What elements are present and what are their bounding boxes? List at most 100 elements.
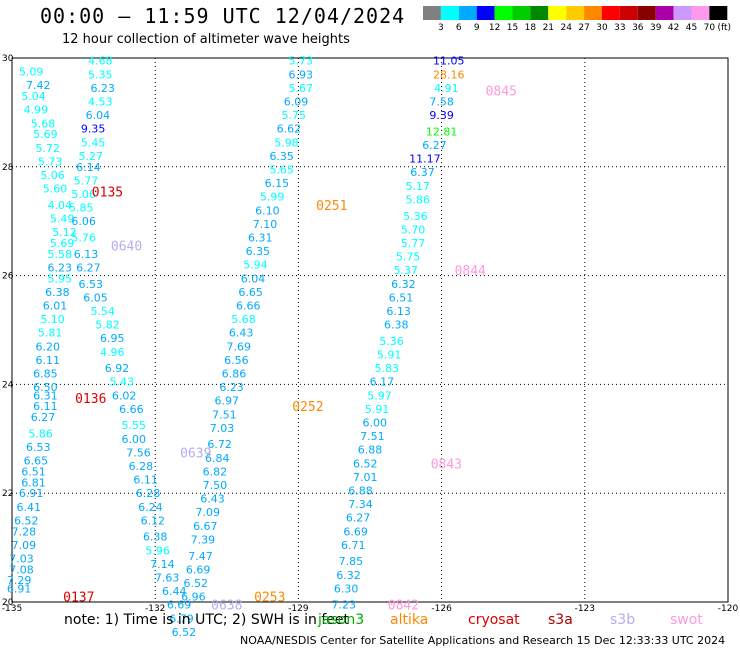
wave-height-point: 6.53 [79,278,104,291]
colorbar-swatch [655,6,674,20]
pass-time-label: 0136 [75,392,106,407]
wave-height-point: 6.06 [71,215,96,228]
pass-time-label: 0252 [292,400,323,415]
wave-height-point: 6.88 [348,484,373,497]
wave-height-point: 6.32 [336,569,361,582]
wave-height-point: 6.31 [33,389,58,402]
wave-height-point: 5.68 [31,117,56,130]
wave-height-point: 6.43 [200,493,225,506]
wave-height-point: 4.91 [434,82,459,95]
colorbar-tick-label: 12 [489,23,500,33]
plot-frame [11,57,729,603]
wave-height-point: 5.77 [401,237,426,250]
wave-height-point: 5.37 [394,264,419,277]
colorbar-tick-label: 45 [686,23,697,33]
wave-height-point: 5.68 [231,313,256,326]
wave-height-point: 6.88 [358,444,383,457]
pass-time-label: 0842 [388,599,419,614]
wave-height-point: 6.31 [248,232,273,245]
wave-height-point: 5.09 [19,66,44,79]
wave-height-point: 6.81 [21,476,46,489]
colorbar-tick-label: 24 [560,23,572,33]
wave-height-point: 4.99 [24,104,49,117]
chart-subtitle: 12 hour collection of altimeter wave hei… [62,32,350,47]
grid-lines [12,58,728,602]
wave-height-point: 6.43 [229,327,254,340]
wave-height-point: 6.65 [238,286,263,299]
colorbar-swatch [602,6,620,20]
satellite-legend: jason3 altika cryosat s3a s3b swot [0,612,740,630]
wave-height-point: 6.44 [162,585,187,598]
wave-height-point: 5.70 [401,223,426,236]
wave-height-point: 6.05 [83,291,108,304]
wave-height-point: 6.66 [119,403,144,416]
wave-height-point: 6.72 [207,438,232,451]
legend-cryosat: cryosat [468,612,520,628]
wave-height-point: 7.08 [9,563,34,576]
axes: -135 -132 -129 -126 -123 -120 20 22 24 26 28 30 [2,54,739,614]
wave-height-point: 5.96 [145,544,170,557]
wave-height-point: 6.92 [105,362,130,375]
wave-height-point: 6.13 [74,248,99,261]
colorbar-swatch [584,6,602,20]
track-track2: 4.685.356.234.536.049.355.455.276.145.77… [69,55,196,639]
wave-height-point: 7.56 [126,446,151,459]
colorbar-tick-label: 33 [614,23,625,33]
wave-height-point: 6.12 [141,514,166,527]
legend-s3b: s3b [610,612,636,628]
wave-height-point: 6.00 [121,433,146,446]
wave-height-point: 6.27 [346,512,371,525]
wave-height-point: 7.58 [429,96,454,109]
wave-height-tracks: 5.097.425.044.995.685.695.725.735.065.60… [7,55,465,639]
wave-height-point: 6.11 [36,354,61,367]
wave-height-point: 6.14 [76,161,101,174]
wave-height-point: 7.34 [348,498,373,511]
wave-height-point: 5.17 [405,180,430,193]
wave-height-point: 7.63 [155,572,180,585]
wave-height-point: 4.53 [88,96,113,109]
wave-height-point: 5.86 [28,427,53,440]
wave-height-point: 5.60 [43,183,68,196]
wave-height-point: 7.29 [7,574,32,587]
wave-height-point: 6.41 [16,501,41,514]
colorbar-tick-label: 70 [704,23,716,33]
wave-height-point: 5.76 [71,232,96,245]
pass-time-label: 0251 [316,199,347,214]
wave-height-point: 6.91 [19,487,44,500]
pass-time-label: 0843 [431,457,462,472]
wave-height-point: 5.94 [243,259,268,272]
wave-height-point: 6.20 [36,340,61,353]
wave-height-point: 7.51 [360,430,385,443]
wave-height-point: 6.23 [47,261,72,274]
wave-height-point: 5.10 [40,313,65,326]
wave-height-point: 5.86 [405,193,430,206]
wave-height-point: 5.35 [88,68,113,81]
wave-height-point: 6.52 [14,514,39,527]
wave-height-point: 6.35 [246,245,271,258]
y-tick-label: 28 [2,163,14,173]
wave-height-point: 6.10 [255,204,280,217]
colorbar-tick-label: 18 [525,23,537,33]
wave-height-point: 5.77 [74,174,99,187]
wave-height-point: 6.66 [236,300,261,313]
track-track1: 5.097.425.044.995.685.695.725.735.065.60… [7,66,77,596]
wave-height-point: 6.35 [269,150,294,163]
wave-height-point: 5.95 [47,272,72,285]
wave-height-point: 5.81 [38,327,63,340]
chart-title: 00:00 — 11:59 UTC 12/04/2024 [40,4,406,28]
pass-time-label: 0135 [92,185,123,200]
wave-height-point: 6.24 [138,501,163,514]
pass-time-label: 0253 [254,591,285,606]
wave-height-point: 6.52 [353,457,378,470]
wave-height-point: 5.75 [281,109,306,122]
wave-height-point: 7.47 [188,550,213,563]
wave-height-point: 5.58 [47,248,72,261]
wave-height-point: 9.35 [81,123,106,136]
y-tick-label: 26 [2,272,14,282]
wave-height-point: 5.45 [81,136,106,149]
wave-height-point: 5.04 [21,90,46,103]
wave-height-point: 6.95 [100,332,125,345]
wave-height-point: 7.03 [9,552,34,565]
pass-time-label: 0638 [211,599,242,614]
wave-height-point: 6.53 [26,441,51,454]
